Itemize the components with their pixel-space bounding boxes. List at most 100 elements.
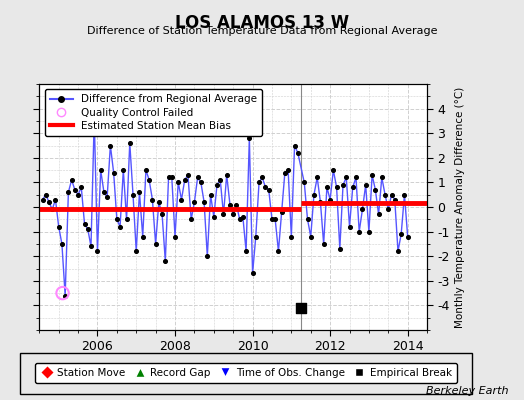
Point (171, 233, 179, 240)
Point (371, 186, 379, 193)
Point (177, 196, 185, 203)
Point (329, 167, 337, 173)
Point (316, 199, 324, 205)
Point (193, 174, 202, 181)
Point (387, 192, 396, 198)
Text: Difference of Station Temperature Data from Regional Average: Difference of Station Temperature Data f… (87, 26, 437, 36)
Point (297, 305, 305, 311)
Point (339, 182, 347, 188)
Point (229, 211, 237, 218)
Point (342, 174, 351, 181)
Point (135, 189, 144, 196)
Point (38, 196, 47, 203)
Point (54, 224, 63, 230)
Point (96, 167, 105, 173)
FancyBboxPatch shape (20, 353, 472, 394)
Point (345, 224, 354, 230)
Point (355, 228, 363, 235)
Point (374, 211, 383, 218)
Point (307, 233, 315, 240)
Point (277, 209, 286, 215)
Point (352, 174, 360, 181)
Point (123, 216, 131, 222)
Point (368, 172, 376, 178)
Point (248, 270, 257, 277)
Point (397, 231, 406, 237)
Point (358, 206, 367, 213)
Point (216, 177, 224, 183)
Point (61, 292, 69, 299)
Point (93, 248, 102, 254)
Point (64, 189, 72, 196)
Point (232, 201, 241, 208)
Point (103, 194, 111, 200)
Point (365, 228, 373, 235)
Point (141, 167, 150, 173)
Point (126, 140, 134, 146)
Point (268, 216, 276, 222)
Point (116, 224, 124, 230)
Point (287, 233, 296, 240)
Point (41, 192, 50, 198)
Point (323, 184, 331, 190)
Text: LOS ALAMOS 13 W: LOS ALAMOS 13 W (175, 14, 349, 32)
Point (206, 192, 215, 198)
Point (51, 196, 60, 203)
Point (378, 174, 386, 181)
Point (151, 241, 160, 247)
Point (165, 174, 173, 181)
Point (161, 258, 170, 264)
Point (196, 179, 205, 186)
Point (100, 189, 108, 196)
Point (235, 216, 244, 222)
Point (303, 216, 312, 222)
Point (293, 150, 302, 156)
Point (71, 186, 79, 193)
Point (45, 199, 53, 205)
Point (58, 241, 66, 247)
Legend: Difference from Regional Average, Quality Control Failed, Estimated Station Mean: Difference from Regional Average, Qualit… (45, 89, 262, 136)
Point (138, 233, 147, 240)
Point (190, 199, 199, 205)
Point (155, 199, 163, 205)
Point (220, 211, 228, 218)
Point (252, 233, 260, 240)
Point (290, 142, 299, 149)
Point (238, 214, 247, 220)
Point (390, 196, 399, 203)
Point (394, 248, 402, 254)
Point (274, 248, 282, 254)
Point (284, 167, 292, 173)
Point (84, 226, 92, 232)
Point (106, 142, 115, 149)
Point (313, 174, 321, 181)
Point (326, 196, 334, 203)
Point (110, 169, 118, 176)
Point (168, 174, 176, 181)
Point (400, 192, 409, 198)
Point (258, 174, 267, 181)
Point (158, 211, 166, 218)
Point (310, 192, 318, 198)
Point (281, 169, 289, 176)
Point (213, 182, 221, 188)
Point (145, 177, 154, 183)
Point (90, 115, 99, 122)
Point (129, 192, 137, 198)
Point (300, 179, 309, 186)
Point (74, 192, 82, 198)
Text: Berkeley Earth: Berkeley Earth (426, 386, 508, 396)
Point (335, 246, 344, 252)
Y-axis label: Monthly Temperature Anomaly Difference (°C): Monthly Temperature Anomaly Difference (… (455, 86, 465, 328)
Point (384, 206, 392, 213)
Point (68, 177, 76, 183)
Legend: Station Move, Record Gap, Time of Obs. Change, Empirical Break: Station Move, Record Gap, Time of Obs. C… (35, 363, 457, 383)
Point (77, 184, 85, 190)
Point (58, 290, 67, 296)
Point (87, 243, 95, 250)
Point (320, 241, 328, 247)
Point (242, 248, 250, 254)
Point (362, 182, 370, 188)
Point (261, 184, 270, 190)
Point (381, 192, 389, 198)
